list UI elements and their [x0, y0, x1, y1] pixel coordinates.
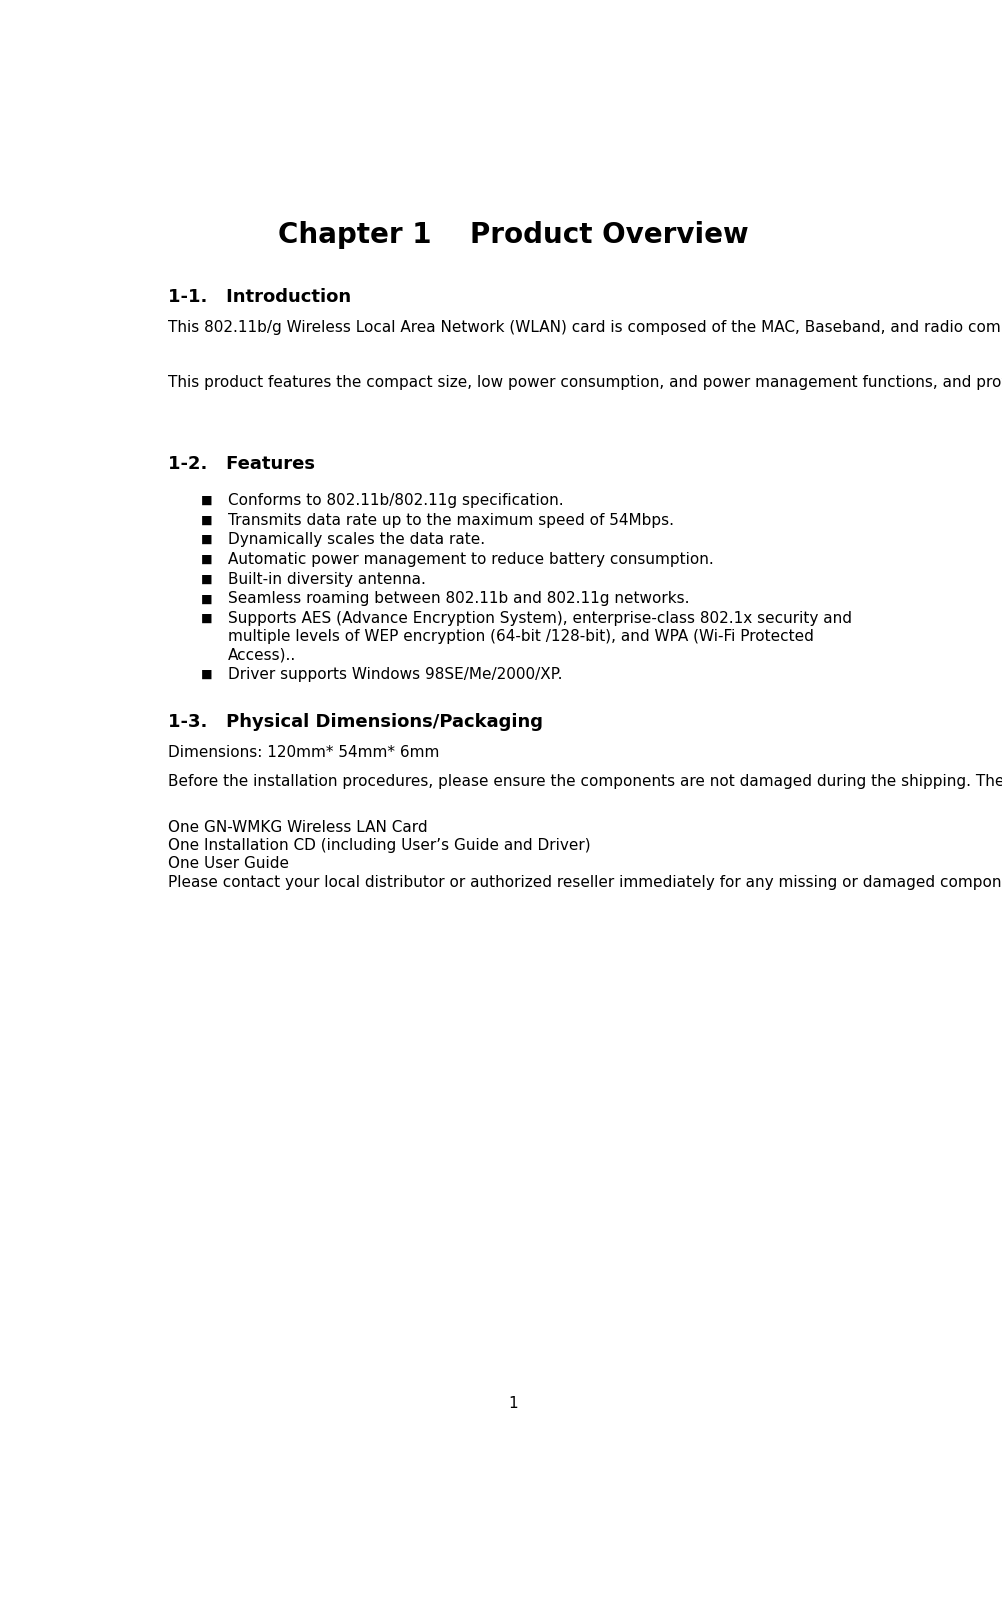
Text: 1-2.   Features: 1-2. Features: [168, 456, 315, 473]
Text: ■: ■: [200, 668, 212, 681]
Text: ■: ■: [200, 494, 212, 507]
Text: ■: ■: [200, 532, 212, 547]
Text: multiple levels of WEP encryption (64-bit /128-bit), and WPA (Wi-Fi Protected: multiple levels of WEP encryption (64-bi…: [227, 630, 814, 644]
Text: 1-1.   Introduction: 1-1. Introduction: [168, 288, 351, 305]
Text: This 802.11b/g Wireless Local Area Network (WLAN) card is composed of the MAC, B: This 802.11b/g Wireless Local Area Netwo…: [168, 320, 1002, 334]
Text: Supports AES (Advance Encryption System), enterprise-class 802.1x security and: Supports AES (Advance Encryption System)…: [227, 611, 852, 627]
Text: Dimensions: 120mm* 54mm* 6mm: Dimensions: 120mm* 54mm* 6mm: [168, 745, 439, 760]
Text: Automatic power management to reduce battery consumption.: Automatic power management to reduce bat…: [227, 552, 713, 568]
Text: One User Guide: One User Guide: [168, 857, 289, 871]
Text: One GN-WMKG Wireless LAN Card: One GN-WMKG Wireless LAN Card: [168, 820, 428, 835]
Text: Built-in diversity antenna.: Built-in diversity antenna.: [227, 572, 426, 587]
Text: Conforms to 802.11b/802.11g specification.: Conforms to 802.11b/802.11g specificatio…: [227, 492, 563, 508]
Text: ■: ■: [200, 612, 212, 625]
Text: Access)..: Access)..: [227, 648, 296, 662]
Text: One Installation CD (including User’s Guide and Driver): One Installation CD (including User’s Gu…: [168, 838, 590, 854]
Text: ■: ■: [200, 513, 212, 526]
Text: ■: ■: [200, 572, 212, 585]
Text: Before the installation procedures, please ensure the components are not damaged: Before the installation procedures, plea…: [168, 774, 1002, 790]
Text: 1: 1: [509, 1396, 518, 1410]
Text: Transmits data rate up to the maximum speed of 54Mbps.: Transmits data rate up to the maximum sp…: [227, 513, 673, 528]
Text: Chapter 1    Product Overview: Chapter 1 Product Overview: [279, 221, 748, 249]
Text: Please contact your local distributor or authorized reseller immediately for any: Please contact your local distributor or…: [168, 875, 1002, 889]
Text: Seamless roaming between 802.11b and 802.11g networks.: Seamless roaming between 802.11b and 802…: [227, 592, 689, 606]
Text: Driver supports Windows 98SE/Me/2000/XP.: Driver supports Windows 98SE/Me/2000/XP.: [227, 667, 562, 683]
Text: ■: ■: [200, 592, 212, 606]
Text: This product features the compact size, low power consumption, and power managem: This product features the compact size, …: [168, 374, 1002, 390]
Text: 1-3.   Physical Dimensions/Packaging: 1-3. Physical Dimensions/Packaging: [168, 713, 543, 731]
Text: ■: ■: [200, 553, 212, 566]
Text: Dynamically scales the data rate.: Dynamically scales the data rate.: [227, 532, 485, 547]
